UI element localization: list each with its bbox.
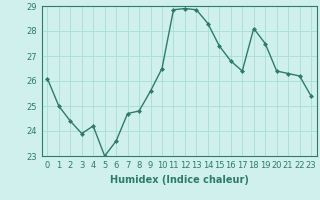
X-axis label: Humidex (Indice chaleur): Humidex (Indice chaleur) <box>110 175 249 185</box>
